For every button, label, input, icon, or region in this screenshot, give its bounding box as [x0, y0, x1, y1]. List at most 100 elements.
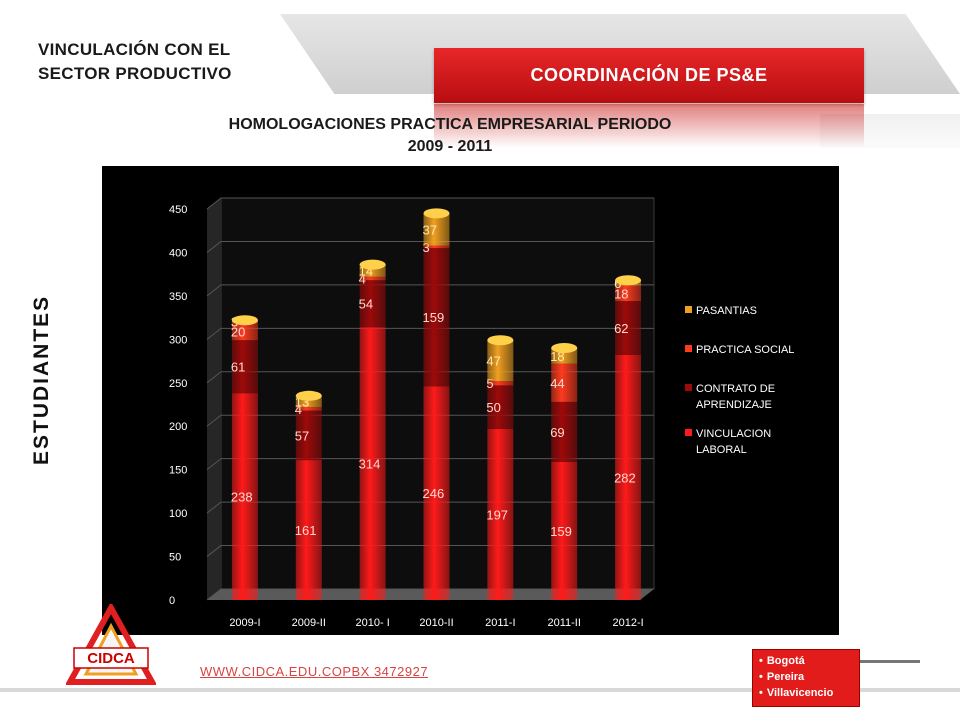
data-label: 4 [295, 402, 302, 417]
bar-top-cap [487, 335, 514, 346]
section-title: VINCULACIÓN CON EL SECTOR PRODUCTIVO [38, 38, 232, 86]
bar-segment [423, 213, 450, 246]
bar-segment [231, 340, 258, 394]
cidca-logo: CIDCA [66, 604, 156, 685]
legend-label: CONTRATO DE APRENDIZAJE [696, 383, 775, 411]
y-tick-label: 350 [169, 291, 187, 303]
chart-side-wall [207, 198, 221, 600]
x-tick-label: 2009-I [229, 617, 260, 629]
chart-title-line1: HOMOLOGACIONES PRACTICA EMPRESARIAL PERI… [228, 116, 672, 133]
data-label: 50 [486, 400, 500, 415]
gridline [206, 197, 654, 210]
data-label: 18 [614, 286, 628, 301]
data-label: 161 [295, 523, 317, 538]
y-tick-label: 50 [169, 552, 181, 564]
bar-segment [487, 381, 514, 386]
data-label: 4 [359, 272, 366, 287]
data-label: 69 [550, 425, 564, 440]
bar-segment [231, 393, 258, 600]
bar-segment [295, 395, 322, 408]
bar-top-cap [615, 275, 642, 286]
x-tick-label: 2010- I [356, 617, 390, 629]
logo-text: CIDCA [87, 650, 135, 667]
coordination-banner: COORDINACIÓN DE PS&E [434, 48, 864, 103]
city-item: Pereira [759, 669, 853, 685]
coordination-label: COORDINACIÓN DE PS&E [530, 65, 768, 85]
bar-top-cap [231, 315, 258, 326]
data-label: 57 [295, 428, 309, 443]
x-tick-label: 2012-I [612, 617, 643, 629]
bar-segment [615, 354, 642, 600]
bar-segment [551, 363, 578, 402]
data-label: 5 [486, 376, 493, 391]
y-tick-label: 400 [169, 247, 187, 259]
gridline [206, 240, 654, 253]
x-tick-label: 2011-II [547, 617, 580, 629]
legend-swatch [685, 345, 692, 352]
city-item: Bogotá [759, 653, 853, 669]
bar-segment [423, 245, 450, 249]
x-tick-label: 2011-I [485, 617, 515, 629]
y-tick-label: 450 [169, 204, 187, 216]
data-label: 6 [614, 276, 621, 291]
bar-top-cap [423, 208, 450, 219]
bar-segment [487, 340, 514, 382]
bar-top-cap [551, 343, 578, 354]
data-label: 62 [614, 321, 628, 336]
data-label: 282 [614, 470, 636, 485]
bar-segment [551, 401, 578, 462]
bar-segment [295, 407, 322, 411]
y-tick-label: 100 [169, 508, 187, 520]
chart-title-line2: 2009 - 2011 [407, 138, 493, 155]
legend-swatch [685, 429, 692, 436]
bar-top-cap [359, 259, 386, 270]
data-label: 246 [423, 486, 445, 501]
website-link[interactable]: WWW.CIDCA.EDU.COPBX 3472927 [200, 664, 429, 679]
legend-label: PASANTIAS [696, 305, 757, 317]
gridline [206, 284, 654, 297]
bar-segment [615, 301, 642, 355]
footer-divider-accent [840, 660, 920, 663]
data-label: 159 [423, 310, 445, 325]
y-tick-label: 0 [169, 595, 175, 607]
data-label: 61 [231, 360, 245, 375]
cities-box: Bogotá Pereira Villavicencio [752, 649, 860, 707]
y-tick-label: 300 [169, 334, 187, 346]
bar-segment [359, 280, 386, 328]
x-tick-label: 2010-II [419, 617, 453, 629]
data-label: 159 [550, 524, 572, 539]
bar-segment [359, 327, 386, 600]
chart-area: 050100150200250300350400450238612032009-… [102, 166, 839, 635]
stacked-bar-chart: 050100150200250300350400450238612032009-… [169, 197, 794, 629]
gridline [206, 327, 654, 340]
bar-segment [423, 248, 450, 387]
footer-divider [0, 688, 960, 692]
bar-segment [487, 385, 514, 429]
bar-segment [295, 460, 322, 600]
city-item: Villavicencio [759, 685, 853, 701]
section-title-line1: VINCULACIÓN CON EL [38, 40, 231, 59]
y-axis-title: ESTUDIANTES [30, 294, 53, 465]
y-tick-label: 150 [169, 465, 187, 477]
legend-swatch [685, 306, 692, 313]
data-label: 238 [231, 490, 253, 505]
bar-segment [615, 285, 642, 302]
section-title-line2: SECTOR PRODUCTIVO [38, 64, 232, 83]
legend-label: PRACTICA SOCIAL [696, 344, 794, 356]
y-tick-label: 200 [169, 421, 187, 433]
bar-top-cap [295, 390, 322, 401]
data-label: 44 [550, 376, 564, 391]
data-label: 47 [486, 354, 500, 369]
data-label: 37 [423, 222, 437, 237]
bar-segment [231, 322, 258, 341]
bar-segment [551, 461, 578, 600]
x-tick-label: 2009-II [292, 617, 326, 629]
y-tick-label: 250 [169, 378, 187, 390]
legend-swatch [685, 384, 692, 391]
bar-segment [423, 386, 450, 600]
data-label: 3 [423, 240, 430, 255]
data-label: 54 [359, 297, 373, 312]
chart-title: HOMOLOGACIONES PRACTICA EMPRESARIAL PERI… [100, 114, 800, 158]
bar-segment [359, 276, 386, 281]
data-label: 20 [231, 325, 245, 340]
